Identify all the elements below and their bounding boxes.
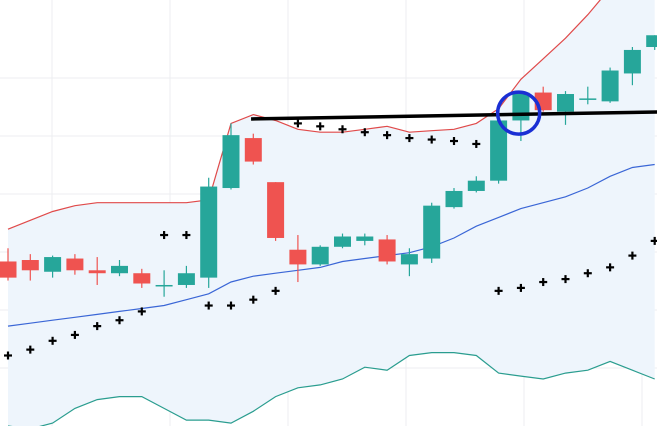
- sar-point-6: [137, 307, 146, 316]
- candle-body: [267, 182, 285, 238]
- candle-28: [623, 47, 641, 86]
- sar-point-28: [628, 251, 637, 260]
- candle-body: [334, 236, 351, 247]
- sar-point-29: [650, 236, 657, 245]
- sar-point-15: [338, 125, 347, 134]
- bollinger-band-fill: [8, 0, 655, 426]
- sar-point-16: [360, 128, 369, 137]
- candle-17: [378, 235, 396, 265]
- candle-7: [155, 270, 173, 297]
- candle-27: [601, 67, 619, 103]
- candle-1: [21, 254, 39, 281]
- bollinger-upper-line: [7, 0, 601, 230]
- sar-point-25: [561, 275, 570, 284]
- candle-body: [490, 120, 508, 181]
- candle-body: [111, 265, 128, 274]
- candle-body: [88, 270, 106, 274]
- sar-point-4: [93, 322, 102, 331]
- sar-point-14: [316, 122, 325, 131]
- candle-body: [356, 236, 374, 241]
- candle-5: [111, 260, 128, 277]
- sar-point-10: [227, 301, 235, 310]
- sar-point-21: [472, 139, 481, 148]
- candle-21: [467, 176, 485, 193]
- candle-29: [646, 35, 657, 50]
- candle-2: [44, 255, 62, 278]
- candle-19: [423, 202, 441, 263]
- candle-0: [0, 248, 17, 281]
- candle-13: [289, 235, 307, 283]
- candle-body: [222, 135, 240, 189]
- candle-18: [400, 248, 418, 277]
- candle-16: [356, 233, 374, 246]
- candle-6: [133, 268, 151, 288]
- candle-body: [133, 273, 151, 284]
- candle-4: [88, 257, 106, 285]
- sar-point-22: [494, 286, 503, 295]
- candle-3: [66, 254, 84, 275]
- candle-body: [400, 254, 418, 265]
- sar-point-11: [249, 295, 258, 304]
- sar-point-27: [606, 263, 615, 272]
- candle-body: [378, 239, 396, 262]
- candle-22: [490, 117, 508, 184]
- candle-10: [222, 123, 240, 190]
- sar-point-23: [516, 283, 525, 292]
- candle-26: [579, 86, 597, 105]
- sar-point-1: [26, 345, 35, 354]
- candle-body: [579, 98, 597, 100]
- candle-12: [267, 182, 285, 241]
- candle-body: [557, 94, 574, 112]
- sar-point-18: [405, 134, 414, 143]
- candle-body: [66, 258, 84, 271]
- highlight-circle: [495, 90, 542, 136]
- sar-point-7: [160, 231, 169, 240]
- sar-point-12: [271, 286, 280, 295]
- sar-point-24: [539, 278, 548, 287]
- candle-body: [601, 70, 619, 102]
- sar-point-3: [70, 330, 79, 339]
- candle-body: [200, 186, 218, 278]
- candle-body: [44, 257, 62, 272]
- candle-body: [467, 180, 485, 191]
- candle-8: [177, 265, 195, 288]
- sar-point-13: [293, 119, 302, 128]
- bollinger-lower-line: [8, 352, 655, 426]
- sar-point-26: [583, 269, 592, 278]
- candle-body: [21, 260, 39, 271]
- candle-25: [557, 91, 574, 125]
- sar-point-17: [383, 131, 392, 140]
- candle-body: [0, 261, 17, 278]
- trendline: [251, 110, 657, 121]
- sar-point-0: [4, 351, 12, 360]
- candle-body: [646, 35, 657, 48]
- candle-15: [334, 233, 351, 249]
- candle-body: [423, 205, 441, 259]
- candle-body: [289, 249, 307, 265]
- sar-point-19: [427, 135, 436, 144]
- candle-body: [155, 284, 173, 287]
- candle-body: [512, 92, 530, 121]
- candle-body: [445, 190, 463, 208]
- candle-20: [445, 188, 463, 209]
- candles: [0, 35, 657, 297]
- sar-point-2: [48, 336, 57, 345]
- candle-body: [311, 246, 329, 265]
- sar-point-5: [115, 316, 124, 325]
- candle-body: [244, 138, 262, 162]
- candle-body: [623, 49, 641, 74]
- candle-body: [177, 273, 195, 285]
- sar-point-8: [182, 231, 191, 240]
- candle-9: [200, 177, 218, 288]
- candle-11: [244, 133, 262, 165]
- sar-point-9: [204, 301, 213, 310]
- parabolic-sar-markers: [4, 119, 657, 360]
- sar-point-20: [450, 137, 458, 146]
- candle-14: [311, 245, 329, 266]
- bollinger-middle-line: [7, 163, 655, 327]
